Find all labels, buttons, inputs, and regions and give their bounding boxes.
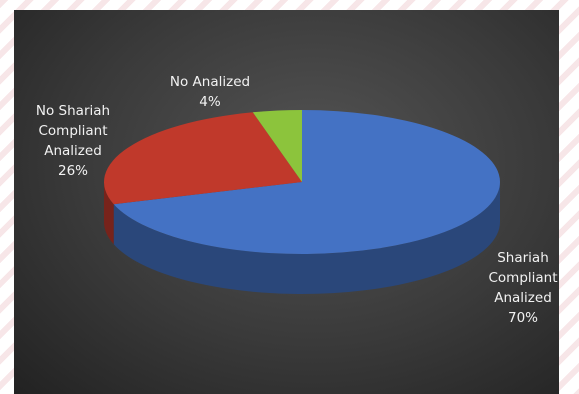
slice-top-2 xyxy=(252,110,302,182)
label-shariah-line2: Compliant xyxy=(488,270,558,286)
label-shariah-line3: Analized xyxy=(494,290,552,306)
label-shariah: Shariah Compliant Analized 70% xyxy=(478,248,568,328)
label-shariah-value: 70% xyxy=(507,310,538,326)
label-no-shariah-line3: Analized xyxy=(44,143,102,159)
label-no-shariah-line1: No Shariah xyxy=(35,103,111,119)
pie-chart xyxy=(104,110,501,294)
label-no-analized-name: No Analized xyxy=(169,74,251,90)
label-no-shariah: No Shariah Compliant Analized 26% xyxy=(18,101,128,181)
label-no-shariah-value: 26% xyxy=(57,163,88,179)
slice-side-1 xyxy=(104,182,114,245)
slice-side-0 xyxy=(113,182,501,294)
slice-top-1 xyxy=(104,112,303,205)
label-shariah-line1: Shariah xyxy=(497,250,549,266)
label-no-shariah-line2: Compliant xyxy=(38,123,108,139)
pie-slices xyxy=(104,110,501,294)
label-no-analized: No Analized 4% xyxy=(150,72,270,112)
slice-top-0 xyxy=(113,110,501,255)
label-no-analized-value: 4% xyxy=(199,94,221,110)
